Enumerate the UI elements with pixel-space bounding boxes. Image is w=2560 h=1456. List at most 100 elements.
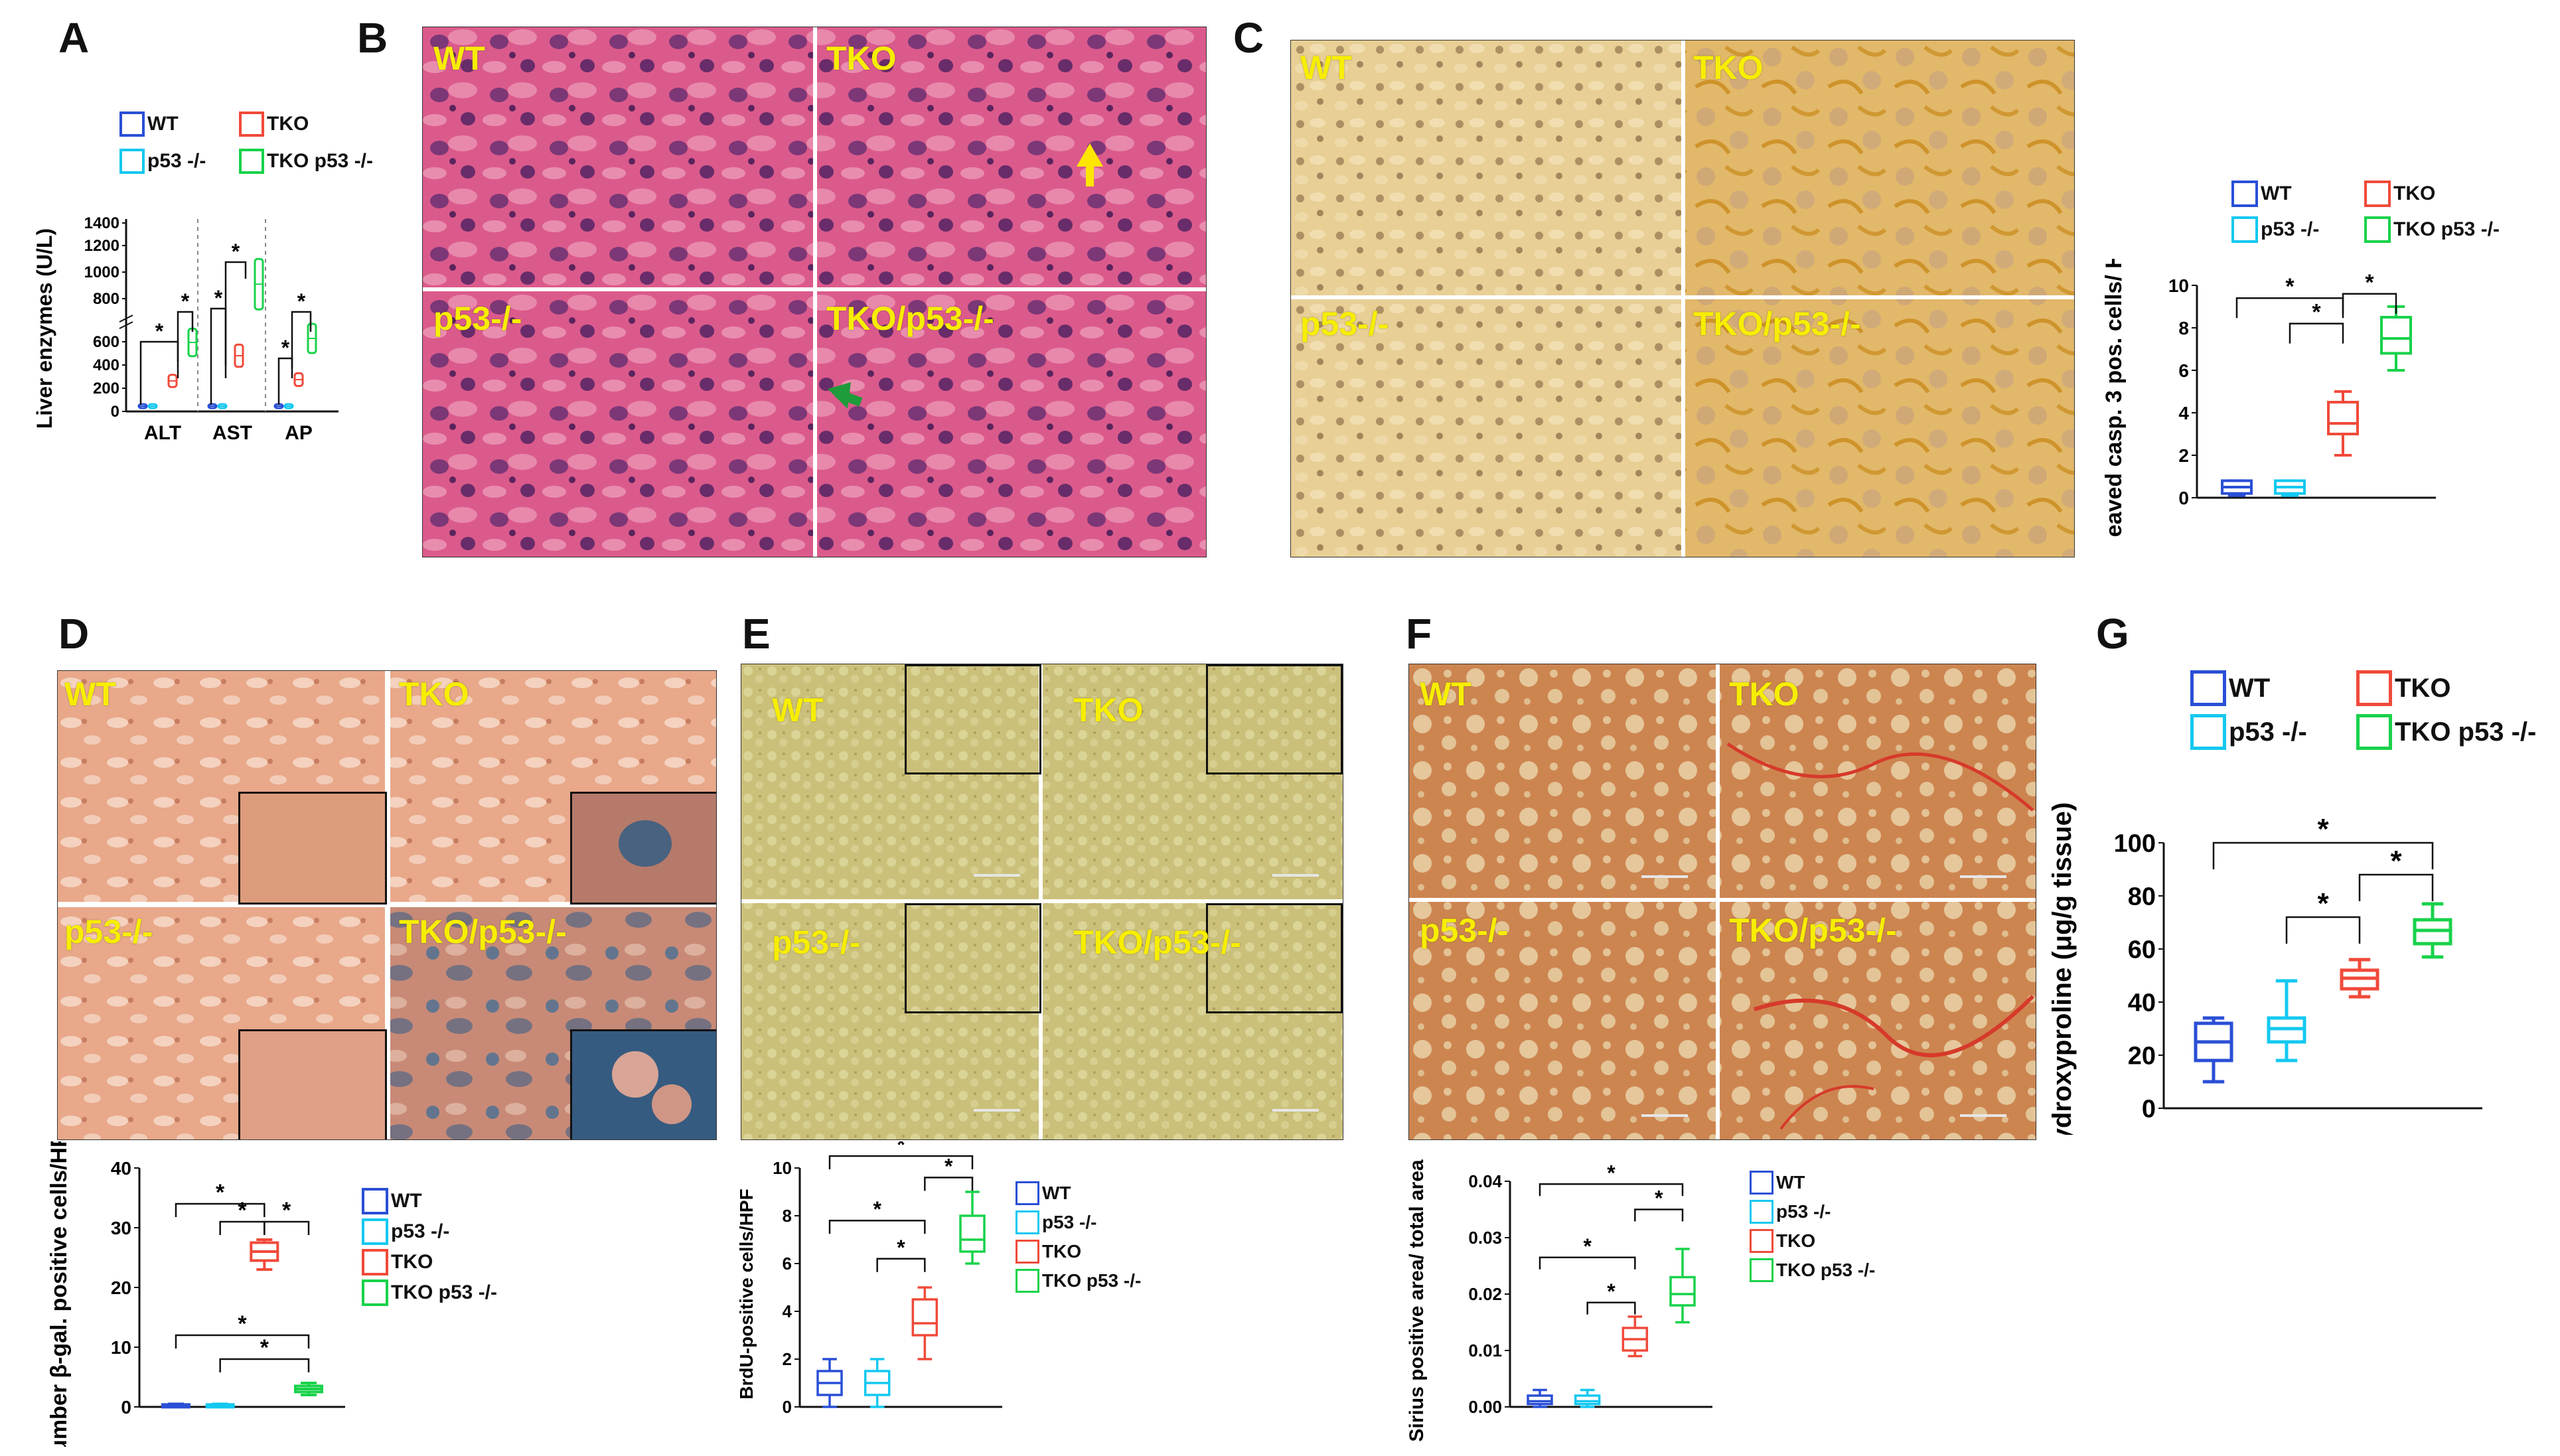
chart-e-bracket [924, 1177, 974, 1191]
chart-g-bracket [2285, 916, 2361, 944]
chart-e-bracket [828, 1155, 974, 1169]
chart-a-mark-0-1 [147, 403, 158, 409]
panel-f-label-wt: WT [1420, 676, 1471, 713]
chart-d-bracket [219, 1220, 265, 1235]
chart-g-ytick: 40 [2128, 989, 2156, 1017]
chart-c-iqr [2380, 316, 2412, 355]
legend-g-0: WT [2229, 673, 2271, 703]
chart-c-sig: * [2365, 270, 2374, 295]
panel-e-label-p53: p53-/- [772, 924, 861, 961]
panel-e-inset [905, 903, 1041, 1013]
legend-swatch-tko [2364, 181, 2391, 207]
chart-c-ytick: 2 [2178, 445, 2189, 466]
chart-d-sig: * [238, 1311, 247, 1337]
chart-a: Liver enzymes (U/L) 0 200 400 600 800 10… [33, 214, 339, 444]
panel-d-label-tkop53: TKO/p53-/- [399, 913, 567, 950]
panel-d-label-wt: WT [64, 676, 116, 713]
chart-e-bracket [828, 1219, 926, 1234]
chart-g-sig: * [2317, 813, 2329, 845]
chart-f-ytick: 0.00 [1468, 1397, 1502, 1417]
panel-d-inset [238, 792, 387, 905]
legend-f-0: WT [1776, 1172, 1805, 1193]
legend-swatch-tko [1750, 1229, 1773, 1253]
chart-f: Sirius positive area/ total area 0.00 0.0… [1406, 1159, 1712, 1442]
chart-a-mark-1-0 [207, 403, 218, 409]
chart-d-ytick: 10 [111, 1337, 131, 1358]
chart-f-box-3 [1669, 1248, 1696, 1324]
chart-f-bracket [1586, 1301, 1636, 1315]
chart-e-bracket [876, 1258, 926, 1272]
legend-swatch-wt [2231, 181, 2258, 207]
panel-e-label-tko: TKO [1073, 692, 1144, 729]
legend-swatch-wt [119, 111, 145, 137]
panel-letter-f: F [1406, 610, 1432, 658]
legend-swatch-p53 [362, 1218, 388, 1245]
chart-f-box-2 [1621, 1315, 1649, 1358]
chart-f-iqr [1669, 1275, 1696, 1307]
chart-e-ytick: 2 [783, 1349, 792, 1369]
legend-d-2: TKO [391, 1251, 433, 1273]
legend-g-2: p53 -/- [2229, 717, 2307, 747]
legend-swatch-p53 [2231, 216, 2258, 243]
panel-b-label-p53: p53-/- [433, 300, 522, 337]
chart-g-ytick: 80 [2128, 883, 2156, 910]
chart-d-ylabel: Number β-gal. positive cells/HPF [46, 1141, 72, 1447]
chart-a-mark-1-3 [254, 257, 264, 311]
chart-a-mark-2-3 [307, 323, 317, 354]
chart-a-ytick: 800 [93, 290, 119, 308]
chart-g-ytick: 100 [2114, 830, 2156, 857]
chart-c-box-1 [2274, 479, 2306, 497]
panel-b-label-wt: WT [433, 40, 485, 77]
chart-c-iqr [2327, 401, 2359, 435]
legend-swatch-wt [2190, 670, 2226, 706]
chart-c-sig: * [2285, 274, 2295, 299]
chart-a-mark-2-2 [293, 372, 304, 388]
chart-a-ytick: 400 [93, 356, 119, 374]
chart-g-sig: * [2317, 887, 2329, 920]
chart-f-bracket [1539, 1256, 1636, 1270]
panel-letter-g: G [2096, 610, 2129, 658]
chart-f-sig: * [1655, 1187, 1663, 1210]
chart-a-ylabel: Liver enzymes (U/L) [33, 228, 56, 429]
legend-c-0: WT [2261, 182, 2292, 204]
chart-a-sig: * [181, 289, 190, 313]
chart-a-mark-1-1 [217, 403, 228, 409]
chart-c-ytick: 4 [2178, 403, 2189, 423]
legend-g-1: TKO [2395, 673, 2451, 703]
chart-c-box-0 [2221, 479, 2253, 497]
legend-swatch-tkop53 [1750, 1258, 1773, 1282]
chart-f-ytick: 0.03 [1468, 1228, 1502, 1248]
chart-f-sig: * [1583, 1234, 1592, 1258]
panel-f-label-tko: TKO [1729, 676, 1799, 713]
legend-f: WT p53 -/- TKO TKO p53 -/- [1750, 1171, 1935, 1297]
chart-d-sig: * [216, 1180, 225, 1205]
chart-a-sig: * [281, 336, 290, 360]
legend-e: WT p53 -/- TKO TKO p53 -/- [1016, 1181, 1201, 1307]
panel-e-inset [1206, 664, 1343, 774]
legend-f-3: TKO p53 -/- [1776, 1260, 1876, 1280]
panel-b-label-tko: TKO [826, 40, 897, 77]
panel-f-image: WT TKO p53-/- TKO/p53-/- [1408, 664, 2036, 1140]
legend-c-2: p53 -/- [2261, 218, 2320, 240]
chart-g-box-0 [2194, 1016, 2233, 1084]
chart-e-sig: * [897, 1236, 905, 1260]
chart-f-box-1 [1574, 1388, 1601, 1408]
legend-a-1: TKO [267, 113, 309, 135]
chart-a-mark-0-2 [167, 374, 178, 388]
legend-c: WT TKO p53 -/- TKO p53 -/- [2231, 181, 2550, 254]
chart-a-mark-2-0 [273, 403, 284, 409]
chart-d-box-0 [161, 1402, 190, 1409]
chart-c: Cleaved casp. 3 pos. cells/ HPF 0246810 … [2101, 259, 2436, 538]
chart-c-ylabel: Cleaved casp. 3 pos. cells/ HPF [2101, 259, 2127, 538]
legend-a-3: TKO p53 -/- [267, 150, 374, 172]
panel-c-label-wt: WT [1300, 49, 1352, 86]
panel-f-label-p53: p53-/- [1420, 912, 1509, 949]
legend-swatch-wt [1016, 1181, 1039, 1205]
legend-c-3: TKO p53 -/- [2393, 218, 2500, 240]
chart-g: Hydroxyproline (μg/g tissue) 0 20 40 60 80 10… [2048, 802, 2482, 1135]
chart-a-mark-0-0 [137, 403, 148, 409]
legend-e-0: WT [1042, 1183, 1071, 1203]
panel-b-label-tkop53: TKO/p53-/- [826, 300, 994, 337]
chart-a-sig: * [232, 240, 240, 263]
chart-f-ytick: 0.02 [1468, 1284, 1502, 1304]
